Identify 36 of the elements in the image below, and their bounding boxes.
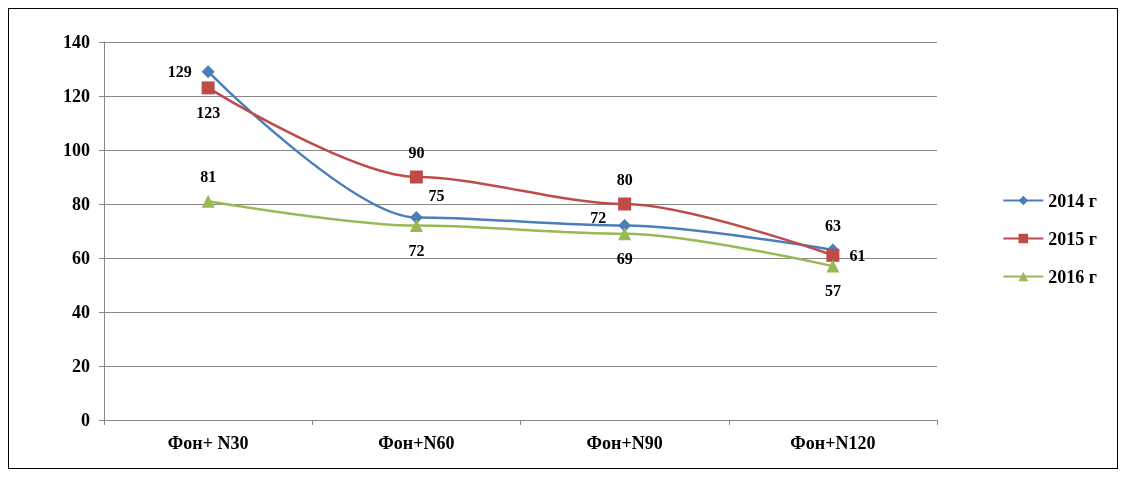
data-label: 63	[824, 216, 841, 234]
data-label: 80	[616, 171, 633, 188]
x-tick-label: Фон+N90	[586, 433, 663, 453]
y-tick-label: 120	[63, 86, 90, 106]
point	[201, 65, 215, 79]
legend-label: 2016 г	[1048, 266, 1098, 287]
point	[409, 219, 423, 233]
point	[826, 259, 840, 273]
data-label: 81	[200, 168, 217, 186]
point	[618, 227, 632, 241]
x-tick-label: Фон+N120	[790, 433, 876, 453]
data-label: 129	[167, 63, 192, 81]
y-tick-label: 140	[63, 32, 90, 52]
x-tick-label: Фон+N60	[378, 433, 455, 453]
point	[201, 194, 215, 208]
legend-label: 2014 г	[1048, 190, 1098, 211]
x-tick-label: Фон+ N30	[167, 433, 249, 453]
point	[409, 170, 423, 184]
point	[826, 248, 840, 262]
legend-label: 2015 г	[1048, 228, 1098, 249]
data-label: 75	[428, 186, 445, 204]
y-tick-label: 100	[63, 140, 90, 160]
y-tick-label: 60	[72, 248, 90, 268]
y-tick-label: 0	[81, 410, 90, 430]
data-label: 57	[824, 282, 841, 300]
data-label: 90	[408, 144, 425, 161]
data-label: 69	[616, 249, 633, 267]
y-tick-label: 40	[72, 302, 90, 322]
data-label: 123	[196, 103, 221, 121]
point	[201, 81, 215, 95]
point	[618, 197, 632, 211]
y-tick-label: 80	[72, 194, 90, 214]
y-tick-label: 20	[72, 356, 90, 376]
data-label: 72	[408, 241, 425, 259]
data-label: 72	[590, 209, 607, 227]
data-label: 61	[849, 246, 866, 264]
